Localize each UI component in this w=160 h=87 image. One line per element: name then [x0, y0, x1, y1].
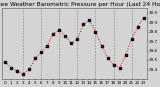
Point — [52, 33, 55, 34]
Point — [106, 57, 109, 59]
Title: Milwaukee Weather Barometric Pressure per Hour (Last 24 Hours): Milwaukee Weather Barometric Pressure pe… — [0, 2, 160, 7]
Point — [64, 36, 67, 37]
Point — [10, 67, 12, 68]
Point — [76, 39, 79, 40]
Point — [112, 64, 115, 65]
Point — [40, 52, 43, 53]
Point — [118, 67, 121, 68]
Point — [94, 31, 97, 32]
Point — [22, 73, 24, 75]
Point — [82, 23, 85, 25]
Point — [58, 29, 61, 31]
Point — [124, 55, 127, 56]
Point — [136, 26, 139, 28]
Point — [70, 42, 73, 44]
Point — [100, 45, 103, 47]
Point — [4, 61, 6, 63]
Point — [46, 45, 48, 47]
Point — [130, 39, 133, 40]
Point — [16, 71, 18, 72]
Point — [142, 17, 145, 18]
Point — [88, 20, 91, 21]
Point — [28, 69, 31, 70]
Point — [34, 57, 36, 59]
